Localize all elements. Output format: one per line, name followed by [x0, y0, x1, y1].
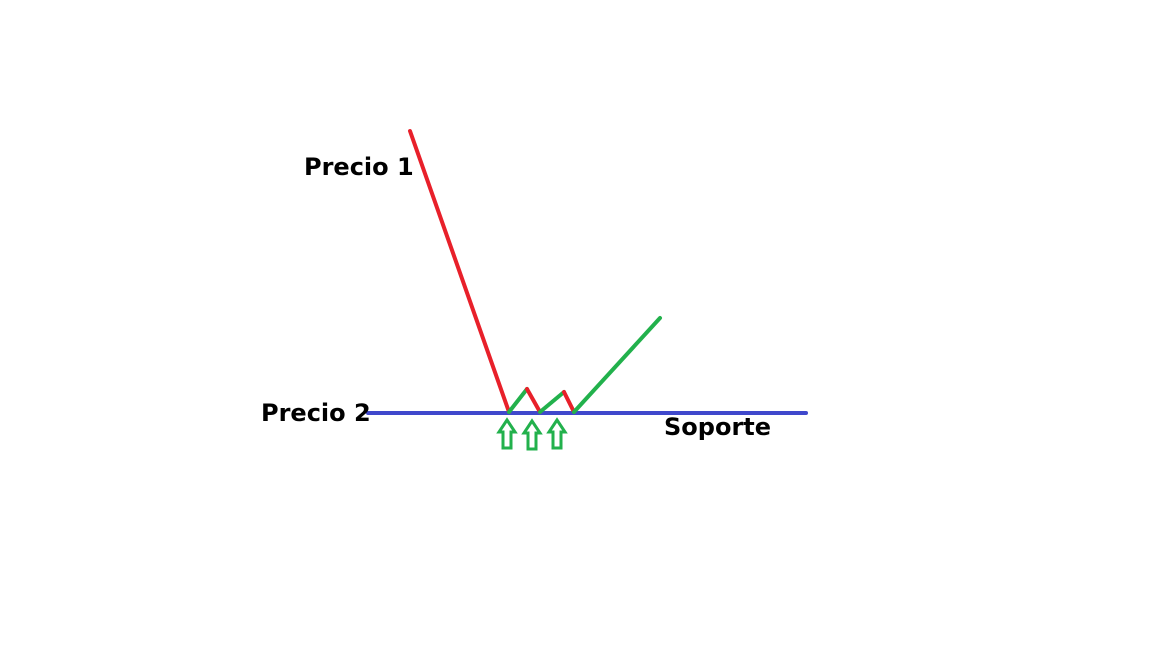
- price-1-label: Precio 1: [304, 153, 414, 181]
- support-label: Soporte: [664, 413, 771, 441]
- up-arrow-icon: [546, 417, 568, 450]
- up-arrow-icon: [496, 417, 518, 450]
- price-decline-line: [408, 129, 511, 414]
- up-arrow-icon: [521, 418, 543, 451]
- breakout-rise-line: [572, 316, 662, 414]
- bounce-2-fall: [562, 390, 576, 414]
- price-2-label: Precio 2: [261, 399, 371, 427]
- bounce-2-rise: [538, 390, 566, 414]
- bounce-1-rise: [507, 387, 529, 414]
- bounce-1-fall: [525, 387, 542, 414]
